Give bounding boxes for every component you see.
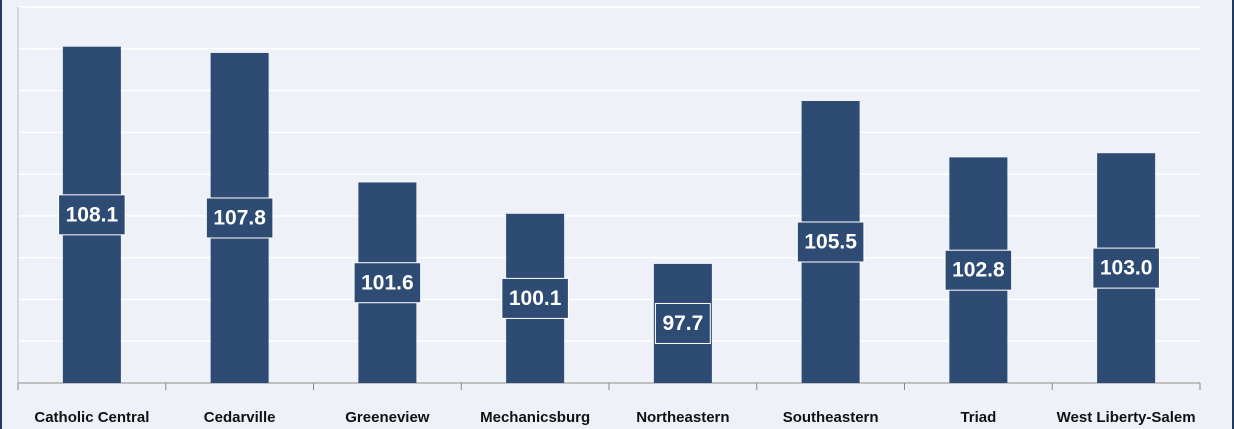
value-label-box (501, 277, 569, 319)
value-label: 100.1 (509, 287, 562, 310)
value-label-box (944, 249, 1013, 291)
value-label: 108.1 (66, 203, 119, 226)
x-tick-label: Cedarville (204, 409, 276, 426)
value-label-box (58, 194, 126, 236)
value-label: 102.8 (952, 259, 1005, 282)
value-label: 105.5 (804, 231, 857, 254)
x-tick-label: Triad (960, 409, 996, 426)
value-label: 103.0 (1100, 257, 1153, 280)
value-label-box (1092, 247, 1160, 289)
value-label-box (654, 302, 711, 344)
x-tick-label: Greeneview (345, 409, 430, 426)
x-tick-label: Northeastern (636, 409, 729, 426)
value-label-box (353, 262, 422, 304)
value-label-box (796, 221, 865, 263)
x-tick-label: West Liberty-Salem (1057, 409, 1196, 426)
value-label: 107.8 (213, 207, 266, 230)
x-tick-label: Catholic Central (34, 409, 149, 426)
x-tick-label: Mechanicsburg (480, 409, 590, 426)
value-label: 101.6 (361, 271, 414, 294)
value-label-box (205, 197, 274, 239)
x-tick-label: Southeastern (783, 409, 879, 426)
value-label: 97.7 (662, 312, 703, 335)
